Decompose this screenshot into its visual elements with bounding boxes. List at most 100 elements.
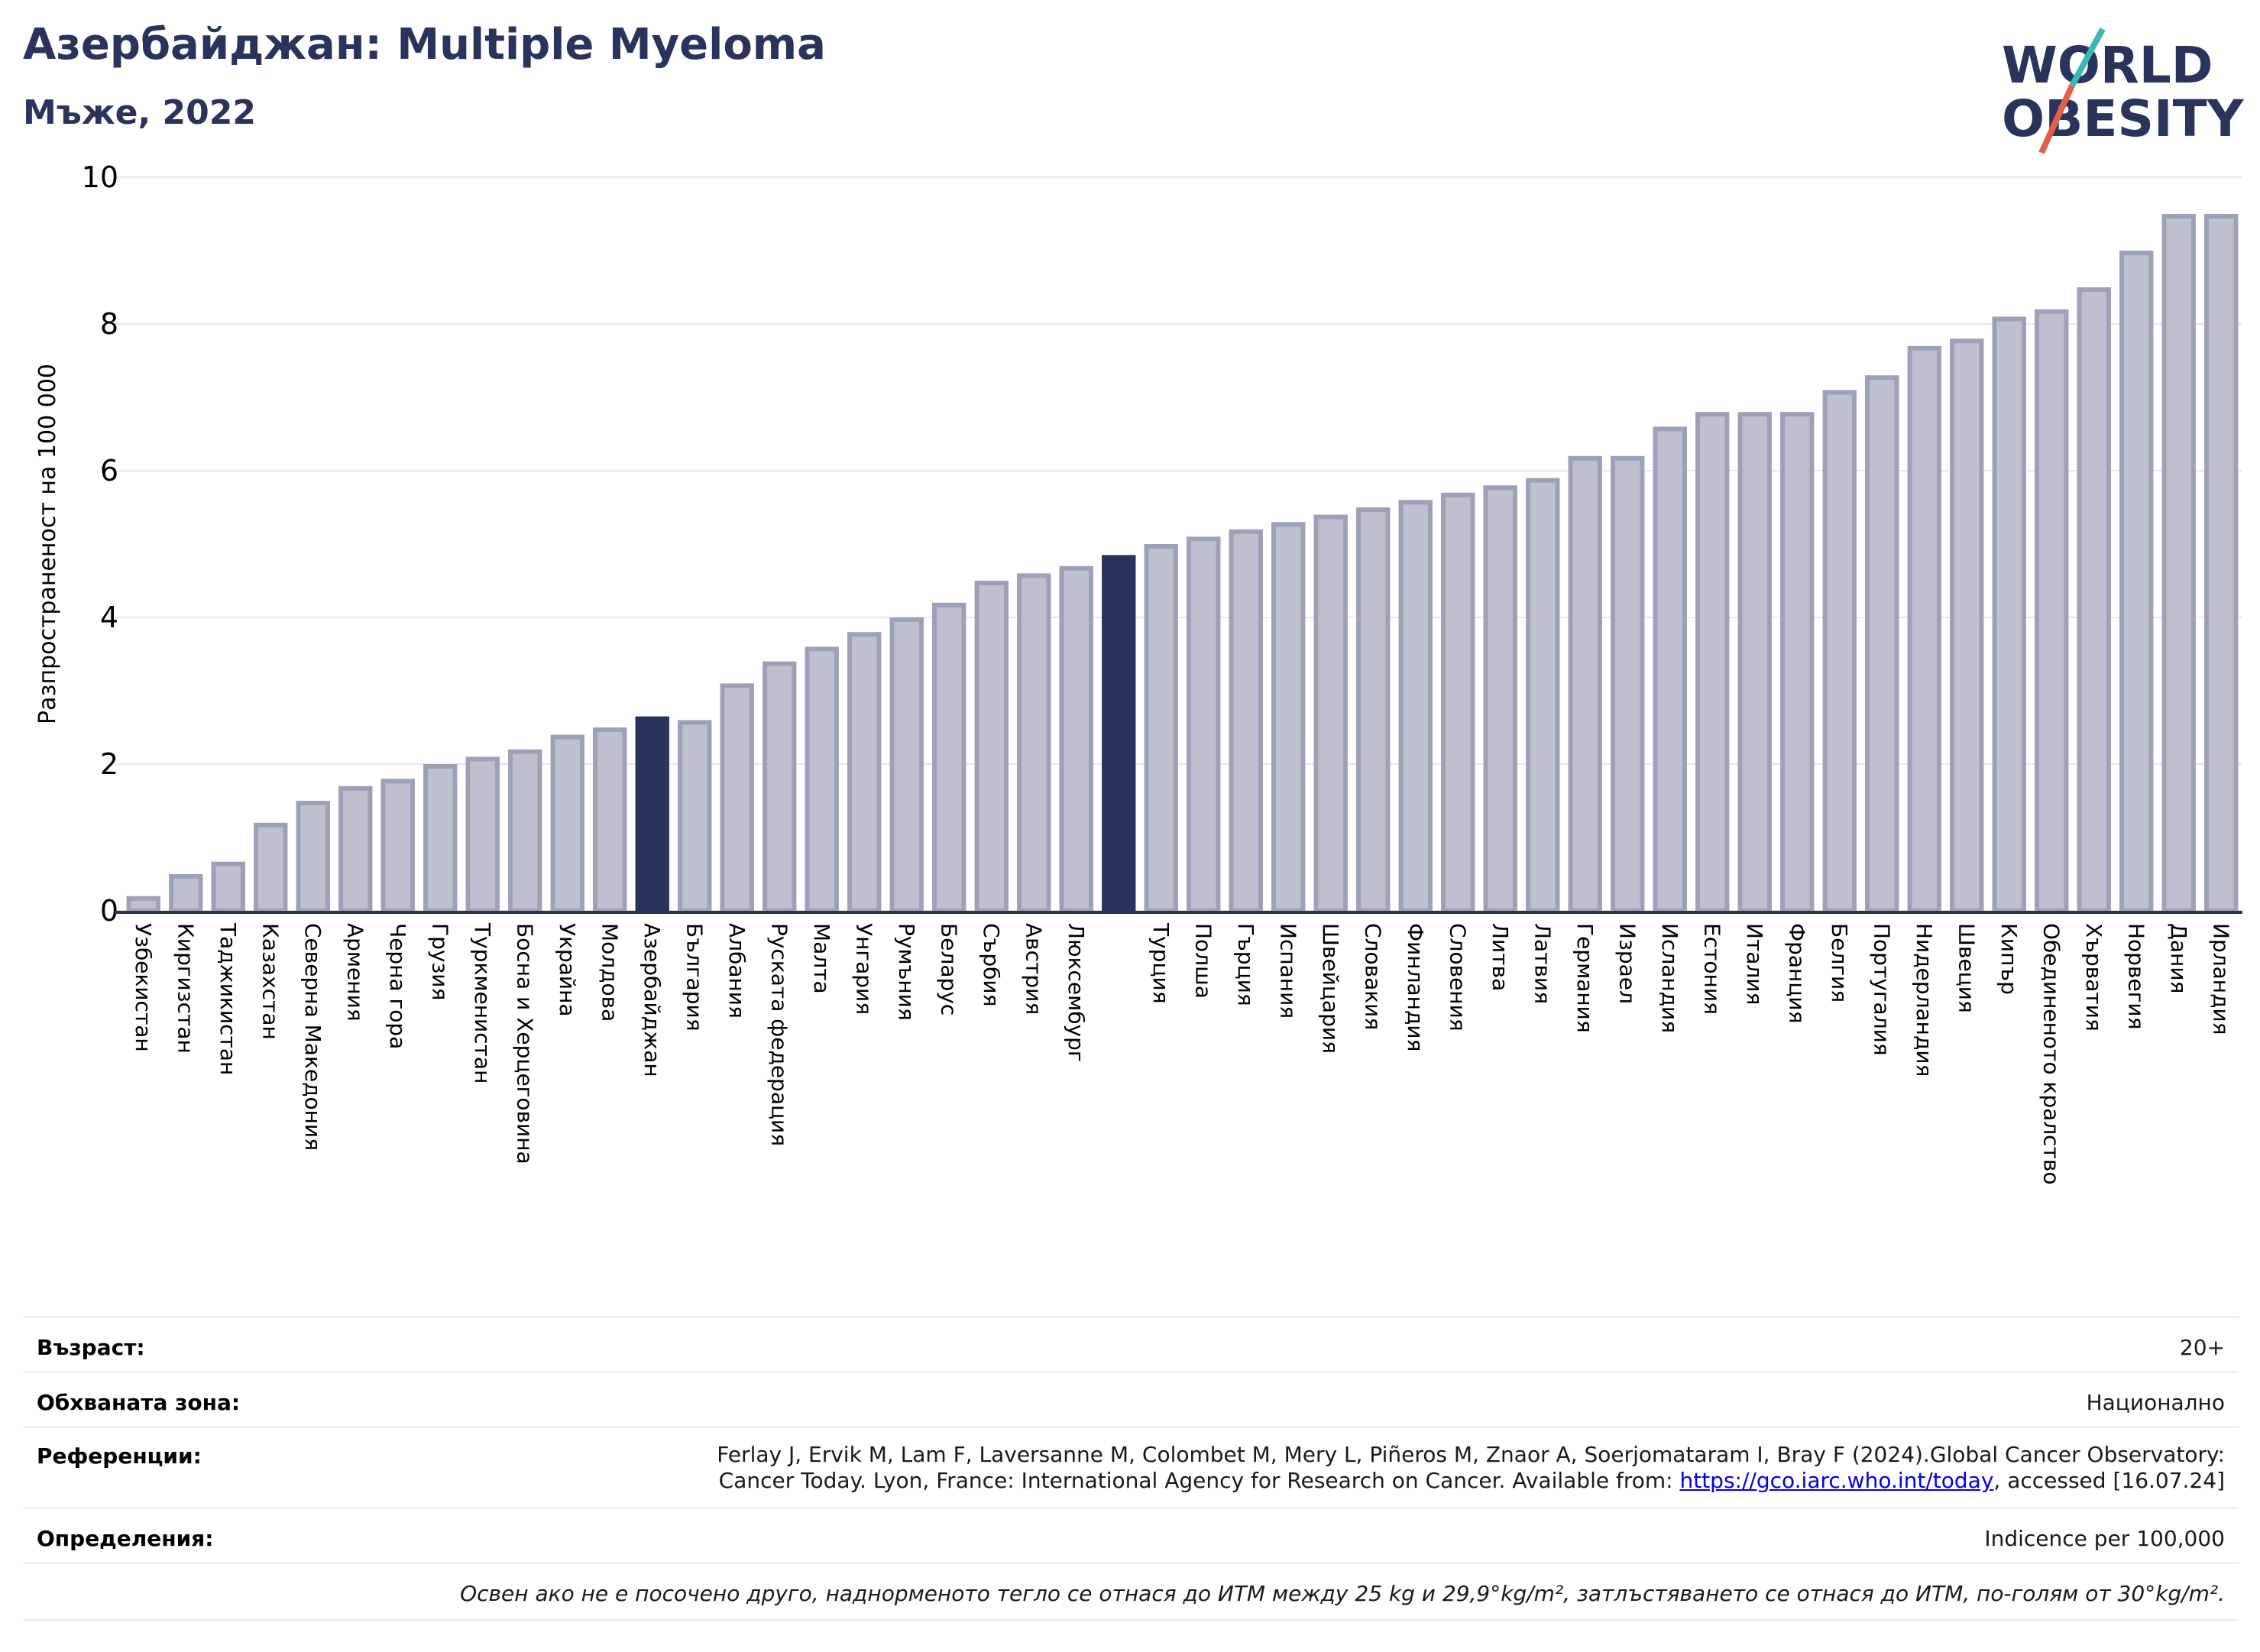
x-tick-label: Армения: [342, 923, 367, 1022]
bar: [254, 822, 288, 914]
bar: [889, 617, 924, 913]
x-tick-label: Таджикистан: [215, 922, 241, 1075]
bar: [211, 861, 245, 914]
bar: [593, 727, 627, 913]
x-tick-label: Португалия: [1869, 923, 1894, 1056]
x-tick-label: Латвия: [1530, 923, 1555, 1004]
x-tick-label: Азербайджан: [639, 923, 665, 1077]
bar: [1441, 492, 1475, 913]
footnote: Освен ако не е посочено друго, наднормен…: [460, 1581, 2225, 1606]
bar: [1822, 390, 1857, 913]
bar: [465, 756, 500, 914]
x-tick-label: България: [682, 923, 707, 1032]
bar: [1907, 345, 1941, 913]
bar: [550, 734, 584, 913]
x-tick-label: Австрия: [1021, 923, 1046, 1015]
x-tick-label: Полша: [1190, 923, 1216, 999]
logo-slash-teal: [2069, 28, 2106, 87]
x-tick-label: Словакия: [1360, 923, 1385, 1030]
y-tick-label: 8: [100, 307, 118, 341]
references-text: Cancer Today. Lyon, France: Internationa…: [718, 1468, 1680, 1493]
x-tick-label: Швейцария: [1318, 923, 1343, 1054]
definitions-label: Определения:: [37, 1526, 214, 1551]
bar: [1695, 412, 1730, 913]
x-tick-label: Израел: [1614, 923, 1640, 1004]
x-tick-label: Испания: [1275, 923, 1300, 1019]
x-tick-label: Сърбия: [979, 923, 1004, 1006]
bar: [1568, 455, 1602, 913]
x-tick-label: Туркменистан: [470, 922, 495, 1084]
bar: [2035, 309, 2069, 913]
bar: [380, 779, 415, 914]
bar: [126, 896, 160, 914]
bar: [678, 720, 712, 914]
references-link[interactable]: https://gco.iarc.who.int/today: [1679, 1468, 1994, 1493]
age-label: Възраст:: [37, 1335, 145, 1360]
y-axis-label: Разпространеност на 100 000: [34, 364, 61, 724]
x-tick-label: Франция: [1784, 923, 1809, 1023]
x-tick-label: Ирландия: [2208, 923, 2233, 1035]
bar: [1992, 316, 2026, 913]
coverage-label: Обхваната зона:: [37, 1390, 241, 1415]
bar: [2119, 251, 2154, 913]
x-tick-label: Норвегия: [2123, 923, 2148, 1029]
x-tick-label: Дания: [2166, 923, 2191, 993]
bar: [2077, 287, 2111, 913]
x-tick-label: Северна Македония: [300, 923, 325, 1151]
bar: [1950, 338, 1984, 913]
x-tick-label: Грузия: [427, 923, 452, 1000]
bar: [720, 683, 754, 914]
bar: [423, 764, 458, 913]
bar: [1187, 536, 1221, 914]
bar: [1059, 565, 1093, 913]
info-row-coverage: Обхваната зона: Национално: [23, 1371, 2239, 1428]
x-tick-label: Финландия: [1403, 923, 1428, 1051]
bar-highlight: [635, 716, 669, 914]
info-row-references: Референции: Ferlay J, Ervik M, Lam F, La…: [23, 1426, 2239, 1509]
bar-highlight: [1102, 555, 1136, 914]
bar: [1144, 544, 1178, 913]
bar: [1611, 455, 1645, 913]
references-line-1: Ferlay J, Ervik M, Lam F, Laversanne M, …: [717, 1442, 2225, 1467]
x-tick-label: Молдова: [597, 923, 622, 1022]
world-obesity-logo: WORLD OBESITY: [2002, 28, 2245, 154]
page-title: Азербайджан: Multiple Myeloma: [23, 20, 826, 70]
x-tick-label: Швеция: [1954, 923, 1979, 1013]
y-tick-label: 6: [100, 454, 118, 488]
x-tick-label: Албания: [724, 923, 750, 1019]
bar: [1653, 426, 1687, 913]
bar: [763, 661, 797, 913]
bar: [1017, 573, 1051, 914]
bar: [805, 646, 839, 914]
x-tick-label: Хърватия: [2081, 923, 2106, 1032]
references-label: Референции:: [37, 1443, 202, 1469]
bar: [1313, 514, 1348, 913]
bar: [338, 786, 373, 914]
age-value: 20+: [2179, 1335, 2225, 1360]
bar: [1865, 375, 1899, 913]
bar: [1271, 522, 1306, 913]
x-tick-label: Босна и Херцеговина: [512, 923, 537, 1164]
logo-text-obesity: OBESITY: [2002, 89, 2245, 148]
x-tick-label: Гърция: [1233, 923, 1258, 1006]
bar: [1229, 529, 1263, 913]
x-tick-label: Кипър: [1996, 923, 2022, 995]
y-tick-label: 2: [100, 747, 118, 781]
x-tick-label: Украйна: [555, 923, 580, 1017]
definitions-value: Indicence per 100,000: [1984, 1526, 2225, 1551]
bar: [847, 632, 882, 913]
info-row-age: Възраст: 20+: [23, 1316, 2239, 1373]
x-tick-label: Литва: [1488, 923, 1513, 991]
bar: [1356, 507, 1391, 913]
x-tick-label: Нидерландия: [1912, 923, 1937, 1077]
bar: [508, 749, 542, 913]
bar: [2161, 214, 2196, 913]
references-accessed: , accessed [16.07.24]: [1993, 1468, 2225, 1493]
bar: [169, 874, 203, 913]
x-tick-label: Румъния: [894, 923, 919, 1021]
references-value: Ferlay J, Ervik M, Lam F, Laversanne M, …: [468, 1442, 2225, 1494]
x-tick-label: Словения: [1445, 923, 1470, 1032]
x-tick-label: Германия: [1572, 923, 1598, 1033]
logo-slash-red: [2038, 84, 2075, 154]
